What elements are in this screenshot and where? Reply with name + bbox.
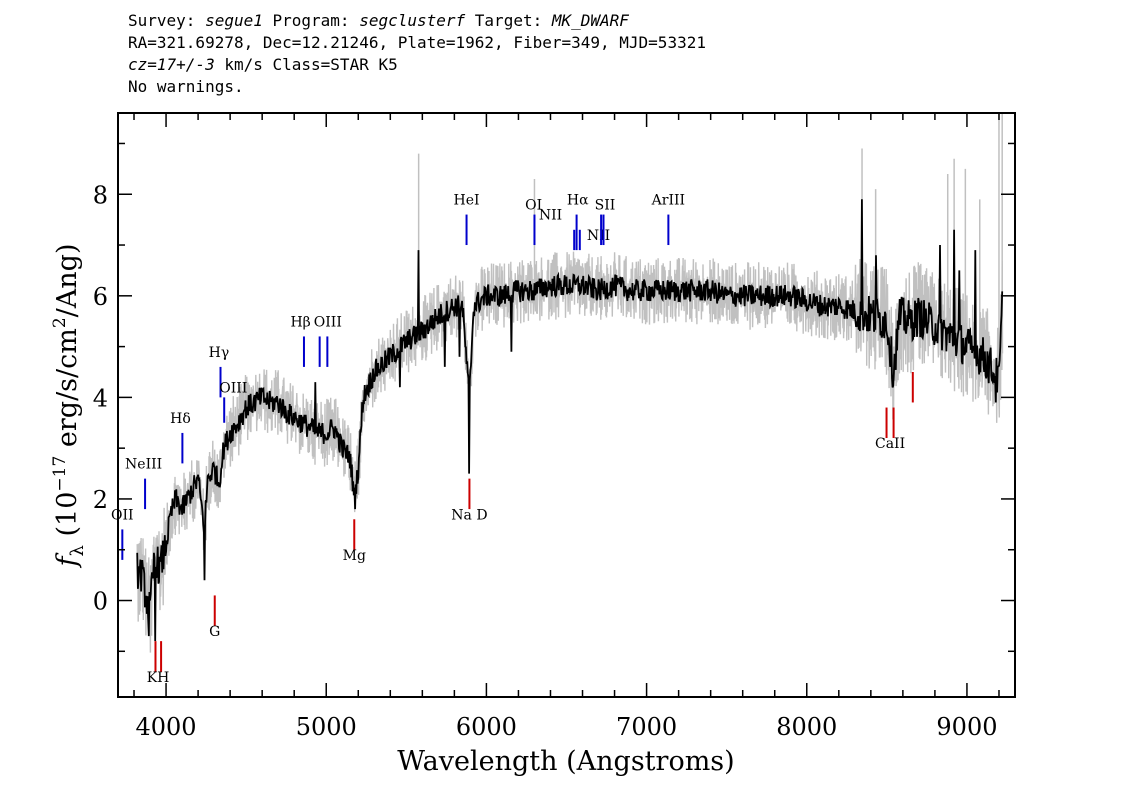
absorption-line-label: Na D (451, 507, 487, 523)
emission-line-label: NII (539, 208, 562, 224)
emission-line-label: Hα (567, 192, 589, 208)
emission-line-label: Hδ (170, 411, 191, 427)
y-tick-label: 8 (93, 181, 108, 209)
header-line-coordinates: RA=321.69278, Dec=12.21246, Plate=1962, … (128, 33, 706, 52)
target-value: MK_DWARF (551, 11, 629, 30)
axis-ticks: 4000 5000 6000 7000 8000 9000 0 2 4 6 8 (93, 113, 1015, 741)
emission-line-label: OIII (219, 380, 247, 396)
survey-value: segue1 (205, 11, 263, 30)
emission-line-label: OI (525, 197, 542, 213)
spectrum-line (136, 199, 1004, 642)
y-axis-label-post: /Ang) (52, 244, 83, 318)
y-axis-label-exp: −17 (50, 456, 70, 492)
y-axis-label-pre: (10 (52, 492, 83, 545)
y-axis-label-mid: erg/s/cm (52, 328, 83, 456)
emission-line-label: NeIII (125, 456, 162, 472)
y-tick-label: 0 (93, 588, 108, 616)
absorption-line-label: CaII (875, 436, 905, 452)
x-tick-label: 8000 (776, 713, 837, 741)
plot-frame (117, 112, 1016, 698)
header-line-warnings: No warnings. (128, 77, 244, 96)
header-line-survey: Survey: segue1 Program: segclusterf Targ… (128, 10, 706, 32)
absorption-line-label: Mg (343, 548, 366, 564)
emission-line-label: SII (595, 197, 616, 213)
emission-line-label: HeI (454, 192, 480, 208)
y-axis-label: fλ (10−17 erg/s/cm2/Ang) (50, 244, 88, 569)
redshift-value: cz=17+/-3 (128, 55, 215, 74)
emission-line-label: Hβ (290, 314, 310, 330)
emission-line-label: ArIII (651, 192, 685, 208)
x-axis-label: Wavelength (Angstroms) (397, 746, 734, 777)
program-value: segclusterf (359, 11, 466, 30)
header-line-redshift: cz=17+/-3 km/s Class=STAR K5 (128, 54, 706, 76)
x-tick-label: 4000 (136, 713, 197, 741)
emission-line-label: NII (587, 228, 610, 244)
x-tick-label: 6000 (456, 713, 517, 741)
emission-line-label: OIII (314, 314, 342, 330)
spectrum-series (136, 199, 1004, 642)
emission-line-label: Hγ (209, 345, 230, 361)
emission-line-label: OII (111, 507, 134, 523)
x-tick-label: 7000 (616, 713, 677, 741)
y-tick-label: 6 (93, 283, 108, 311)
class-value: km/s Class=STAR K5 (214, 55, 398, 74)
program-label: Program: (262, 11, 360, 30)
target-label: Target: (465, 11, 552, 30)
absorption-line-label: KH (147, 670, 170, 686)
y-axis-label-exp2: 2 (50, 317, 70, 328)
x-tick-label: 5000 (296, 713, 357, 741)
y-axis-label-sub: λ (67, 545, 88, 556)
y-tick-label: 4 (93, 384, 108, 412)
y-tick-label: 2 (93, 486, 108, 514)
x-tick-label: 9000 (936, 713, 997, 741)
spectrum-header: Survey: segue1 Program: segclusterf Targ… (128, 10, 706, 98)
absorption-line-label: G (209, 624, 220, 640)
survey-label: Survey: (128, 11, 206, 30)
